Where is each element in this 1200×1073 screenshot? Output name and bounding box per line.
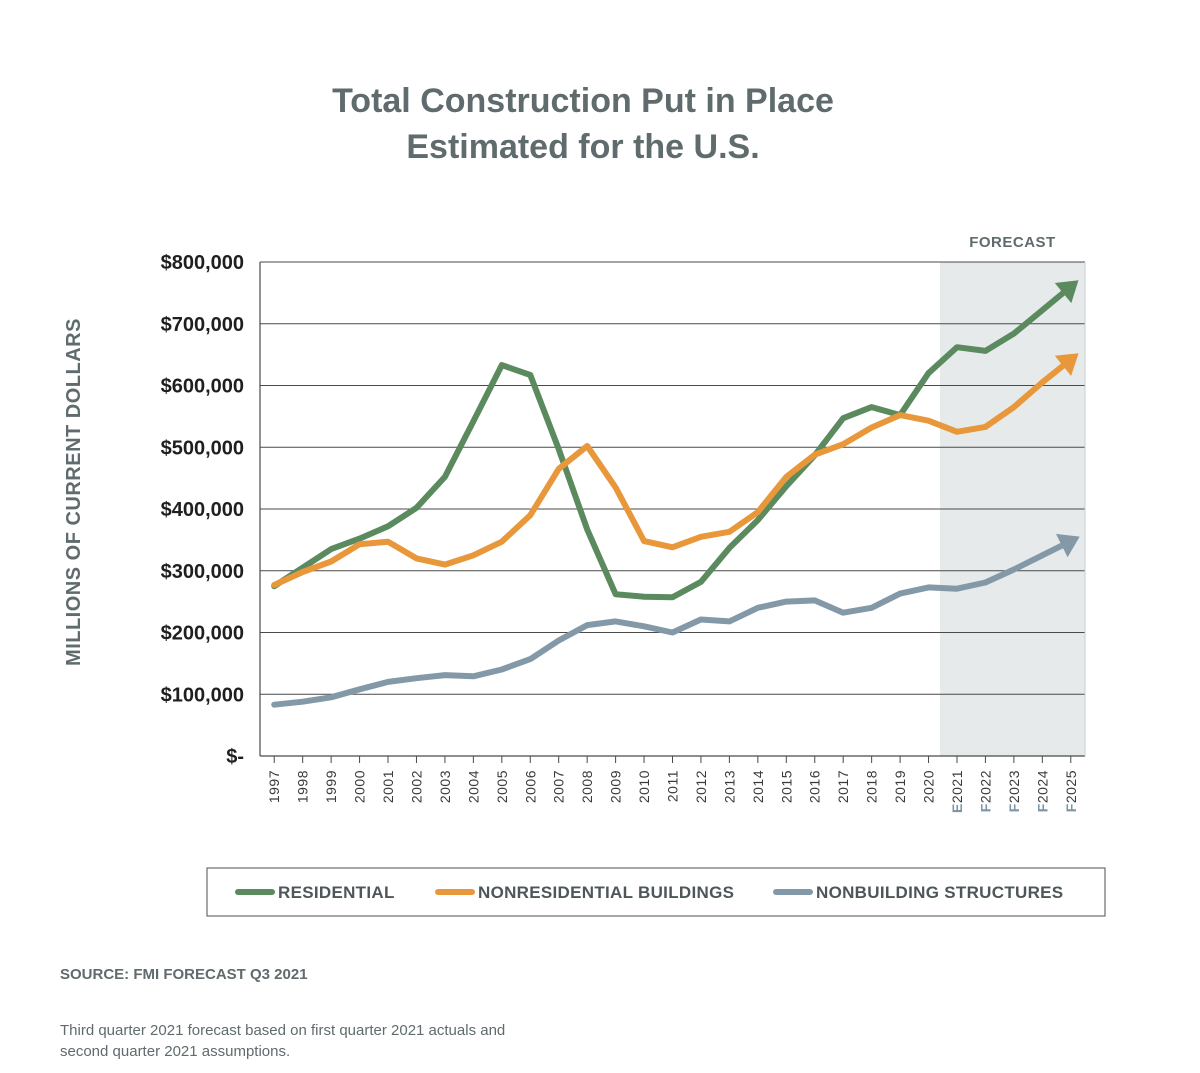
x-tick-label: 2014 [750,770,766,803]
x-tick-label: F2023 [1006,770,1022,812]
chart-title-line-2: Estimated for the U.S. [406,128,759,166]
grid: $- $100,000 $200,000 $300,000 $400,000 $500,0… [161,252,1085,768]
x-tick-label: 1999 [323,770,339,803]
x-tick-label: F2022 [977,770,993,812]
x-tick-label: 2013 [721,770,737,803]
y-tick-label: $400,000 [161,499,244,521]
x-tick-suffix: E [949,803,965,813]
axes: 1997 1998 1999 2000 2001 2002 2003 2004 2005 2006… [259,262,1086,813]
y-tick-label: $- [226,746,244,768]
legend-label-nonbuilding: NONBUILDING STRUCTURES [816,883,1063,902]
x-tick-label: 2008 [579,770,595,803]
y-tick-label: $700,000 [161,314,244,336]
x-tick-label: 2006 [522,770,538,803]
series-arrowhead-1 [1054,353,1079,376]
source-note: SOURCE: FMI FORECAST Q3 2021 [60,966,308,983]
y-tick-label: $300,000 [161,561,244,583]
x-tick-label: 2011 [665,770,681,802]
y-tick-label: $600,000 [161,376,244,398]
y-tick-label: $200,000 [161,623,244,645]
legend-label-nonresidential: NONRESIDENTIAL BUILDINGS [478,883,734,902]
x-tick-suffix: F [977,803,993,812]
x-tick-label: 1997 [266,770,282,803]
x-tick-suffix: F [1034,803,1050,812]
y-axis-label: MILLIONS OF CURRENT DOLLARS [63,318,85,666]
series-lines [271,280,1080,708]
x-tick-label: 2019 [892,770,908,803]
x-tick-label: 2018 [864,770,880,803]
forecast-footnote: Third quarter 2021 forecast based on fir… [60,1022,506,1060]
x-tick-label: 2002 [408,770,424,803]
x-tick-label: 2001 [380,770,396,803]
x-tick-label: 1998 [295,770,311,803]
x-tick-label: F2025 [1063,770,1079,812]
series-arrowhead-2 [1056,533,1080,558]
x-tick-label: 2017 [835,770,851,803]
y-tick-label: $100,000 [161,684,244,706]
x-tick-label: 2000 [352,770,368,803]
legend-box [206,867,1106,917]
chart-title-line-1: Total Construction Put in Place [332,82,834,120]
y-tick-label: $500,000 [161,437,244,459]
x-tick-label: 2015 [778,770,794,803]
x-tick-label: E2021 [949,770,965,813]
legend-label-residential: RESIDENTIAL [278,883,395,902]
x-tick-suffix: F [1063,803,1079,812]
x-tick-label: 2016 [807,770,823,803]
series-arrowhead-0 [1054,280,1079,304]
legend: RESIDENTIAL NONRESIDENTIAL BUILDINGS NON… [206,867,1106,917]
x-tick-label: F2024 [1034,770,1050,812]
x-tick-label: 2005 [494,770,510,803]
x-tick-label: 2010 [636,770,652,803]
x-tick-label: 2009 [608,770,624,803]
x-tick-label: 2007 [551,770,567,803]
x-tick-suffix: F [1006,803,1022,812]
y-tick-label: $800,000 [161,252,244,274]
x-tick-label: 2012 [693,770,709,803]
x-tick-label: 2020 [921,770,937,803]
forecast-label: FORECAST [969,234,1056,251]
x-tick-label: 2004 [465,770,481,803]
x-tick-label: 2003 [437,770,453,803]
